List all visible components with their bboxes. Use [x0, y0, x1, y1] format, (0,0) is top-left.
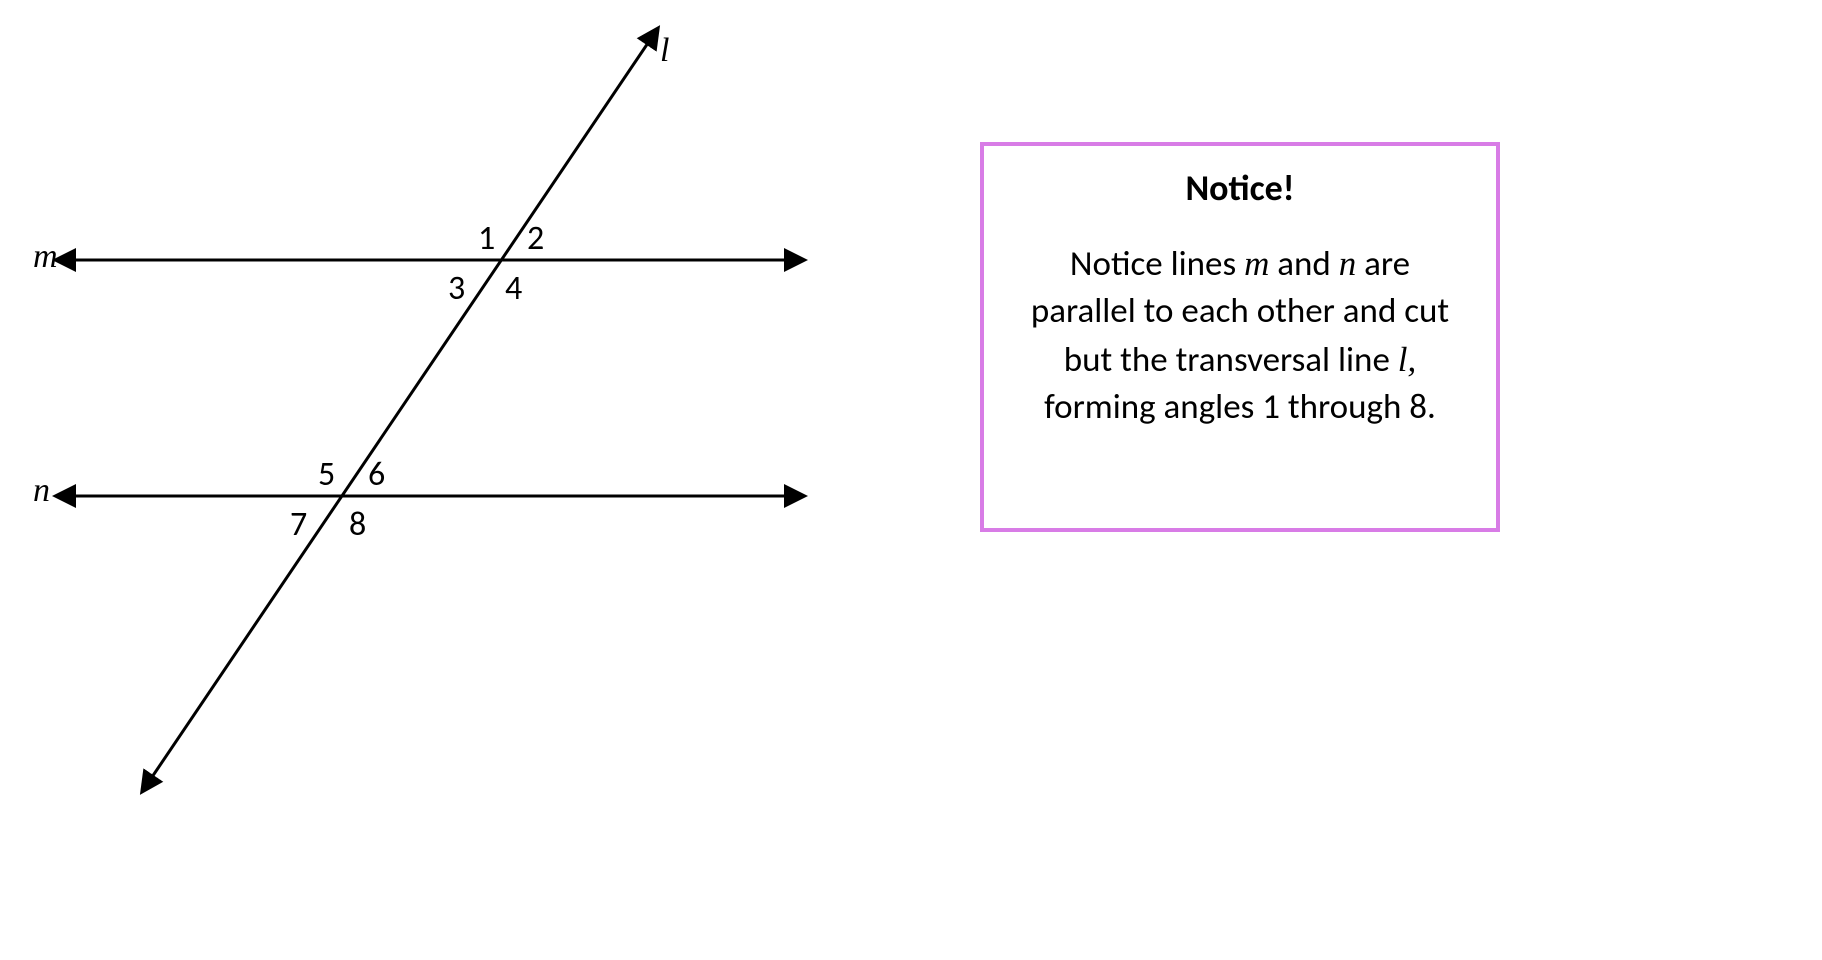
notice-box: Notice! Notice lines m and n are paralle…	[980, 142, 1500, 532]
angle-2: 2	[527, 218, 544, 259]
line-l	[150, 40, 650, 780]
notice-text-part: and	[1269, 243, 1338, 285]
notice-var-n: n	[1339, 244, 1357, 283]
angle-8: 8	[349, 504, 366, 545]
angle-1: 1	[478, 218, 495, 259]
angle-6: 6	[368, 454, 385, 495]
label-line-l: l	[660, 32, 669, 70]
transversal-diagram: m n l 1 2 3 4 5 6 7 8	[30, 20, 850, 820]
label-line-m: m	[33, 238, 58, 276]
notice-text-part: Notice lines	[1070, 243, 1244, 285]
angle-7: 7	[290, 504, 307, 545]
notice-var-m: m	[1244, 244, 1269, 283]
angle-4: 4	[505, 268, 522, 309]
diagram-svg	[30, 20, 850, 820]
notice-var-l: l,	[1398, 340, 1416, 379]
angle-3: 3	[448, 268, 465, 309]
notice-title: Notice!	[1014, 166, 1466, 210]
angle-5: 5	[318, 454, 335, 495]
label-line-n: n	[33, 472, 50, 510]
notice-text-part: forming angles 1 through 8.	[1044, 386, 1436, 428]
notice-body: Notice lines m and n are parallel to eac…	[1014, 240, 1466, 431]
